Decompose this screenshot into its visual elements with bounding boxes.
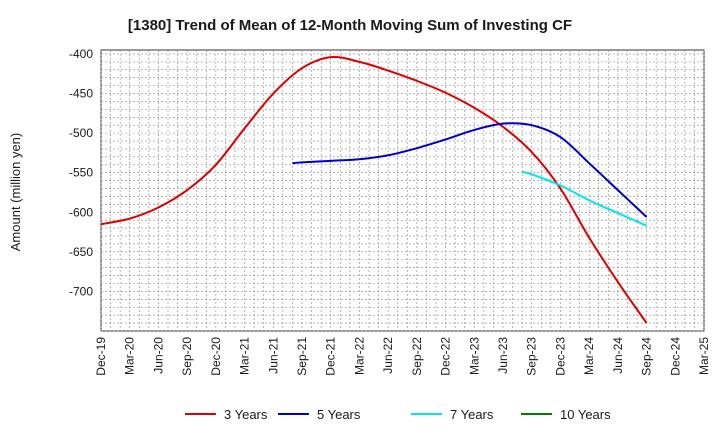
x-tick-label: Mar-20	[123, 337, 137, 375]
x-tick-label: Mar-25	[697, 337, 711, 375]
legend: 3 Years 5 Years 7 Years 10 Years	[185, 407, 611, 422]
legend-label-10-years: 10 Years	[560, 407, 611, 422]
y-tick-label: -600	[69, 205, 93, 219]
x-tick-label: Jun-20	[151, 337, 165, 374]
y-axis-label: Amount (million yen)	[8, 133, 23, 252]
y-tick-label: -500	[69, 126, 93, 140]
grid	[100, 50, 705, 332]
plot-area	[100, 49, 705, 332]
x-tick-label: Sep-20	[180, 337, 194, 376]
series-line-5-years	[292, 122, 648, 218]
x-tick-label: Dec-20	[209, 337, 223, 376]
x-tick-label: Jun-21	[266, 337, 280, 374]
x-tick-label: Dec-23	[553, 337, 567, 376]
x-tick-label: Sep-22	[410, 337, 424, 376]
x-tick-label: Jun-22	[381, 337, 395, 374]
x-tick-label: Sep-21	[295, 337, 309, 376]
legend-label-5-years: 5 Years	[317, 407, 361, 422]
legend-label-7-years: 7 Years	[450, 407, 494, 422]
x-tick-label: Sep-24	[640, 337, 654, 376]
x-tick-label: Dec-22	[439, 337, 453, 376]
x-tick-label: Mar-21	[238, 337, 252, 375]
x-tick-label: Mar-24	[582, 337, 596, 375]
x-tick-label: Mar-23	[467, 337, 481, 375]
x-tick-label: Dec-24	[668, 337, 682, 376]
x-tick-label: Dec-21	[324, 337, 338, 376]
y-axis-ticks: -400 -450 -500 -550 -600 -650 -700	[69, 47, 93, 298]
y-tick-label: -650	[69, 245, 93, 259]
x-axis-ticks: Dec-19 Mar-20 Jun-20 Sep-20 Dec-20 Mar-21 Jun-…	[94, 337, 711, 376]
y-tick-label: -400	[69, 47, 93, 61]
legend-label-3-years: 3 Years	[224, 407, 268, 422]
x-tick-label: Sep-23	[525, 337, 539, 376]
x-tick-label: Jun-24	[611, 337, 625, 374]
y-tick-label: -550	[69, 166, 93, 180]
y-tick-label: -700	[69, 284, 93, 298]
x-tick-label: Mar-22	[352, 337, 366, 375]
series-line-7-years	[521, 170, 647, 227]
x-tick-label: Dec-19	[94, 337, 108, 376]
chart-title: [1380] Trend of Mean of 12-Month Moving …	[128, 17, 572, 34]
x-tick-label: Jun-23	[496, 337, 510, 374]
y-tick-label: -450	[69, 87, 93, 101]
